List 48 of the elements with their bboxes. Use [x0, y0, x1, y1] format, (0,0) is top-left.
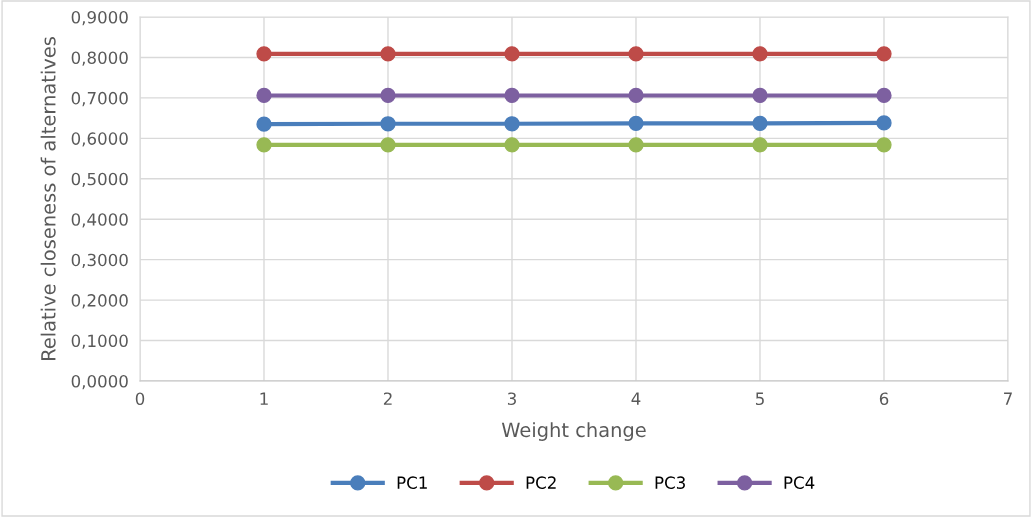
point: [504, 116, 520, 132]
point: [380, 87, 396, 104]
y-axis-title: Relative closeness of alternatives: [40, 37, 56, 360]
point: [752, 46, 768, 62]
point: [504, 46, 520, 62]
point: [628, 46, 644, 62]
point: [504, 87, 520, 104]
x-tick-label: 0: [135, 392, 145, 406]
point: [256, 137, 272, 153]
y-tick-label: 0,1000: [71, 334, 128, 349]
x-tick-label: 5: [755, 392, 764, 406]
point: [256, 116, 272, 132]
y-tick-label: 0,2000: [71, 294, 128, 309]
legend-label: PC3: [655, 476, 685, 489]
y-tick-label: 0,4000: [71, 213, 128, 228]
point: [752, 87, 768, 104]
y-tick-label: 0,9000: [71, 10, 128, 26]
point: [628, 87, 644, 104]
point: [876, 46, 892, 62]
y-tick-label: 0,5000: [71, 172, 128, 188]
point: [752, 115, 768, 132]
x-tick-label: 2: [383, 392, 392, 405]
point: [380, 116, 396, 132]
x-tick-label: 6: [879, 392, 889, 406]
point: [380, 137, 396, 153]
point: [876, 87, 892, 104]
point: [628, 115, 644, 132]
point: [752, 137, 768, 153]
point: [380, 46, 396, 62]
y-tick-label: 0,0000: [71, 374, 128, 390]
legend-label: PC1: [397, 476, 427, 489]
point: [504, 137, 520, 153]
point: [256, 46, 272, 62]
y-tick-label: 0,7000: [71, 91, 128, 107]
y-tick-label: 0,6000: [71, 132, 128, 147]
y-tick-label: 0,3000: [71, 253, 128, 268]
x-tick-label: 3: [507, 392, 516, 406]
x-tick-label: 4: [631, 392, 641, 405]
y-tick-label: 0,8000: [71, 51, 128, 66]
x-axis-title: Weight change: [501, 422, 646, 441]
legend-label: PC2: [526, 476, 556, 489]
x-tick-label: 7: [1004, 392, 1012, 405]
point: [256, 87, 272, 104]
x-tick-label: 1: [260, 392, 268, 405]
point: [876, 137, 892, 153]
point: [876, 115, 892, 131]
legend-label: PC4: [784, 476, 815, 489]
point: [628, 137, 644, 153]
